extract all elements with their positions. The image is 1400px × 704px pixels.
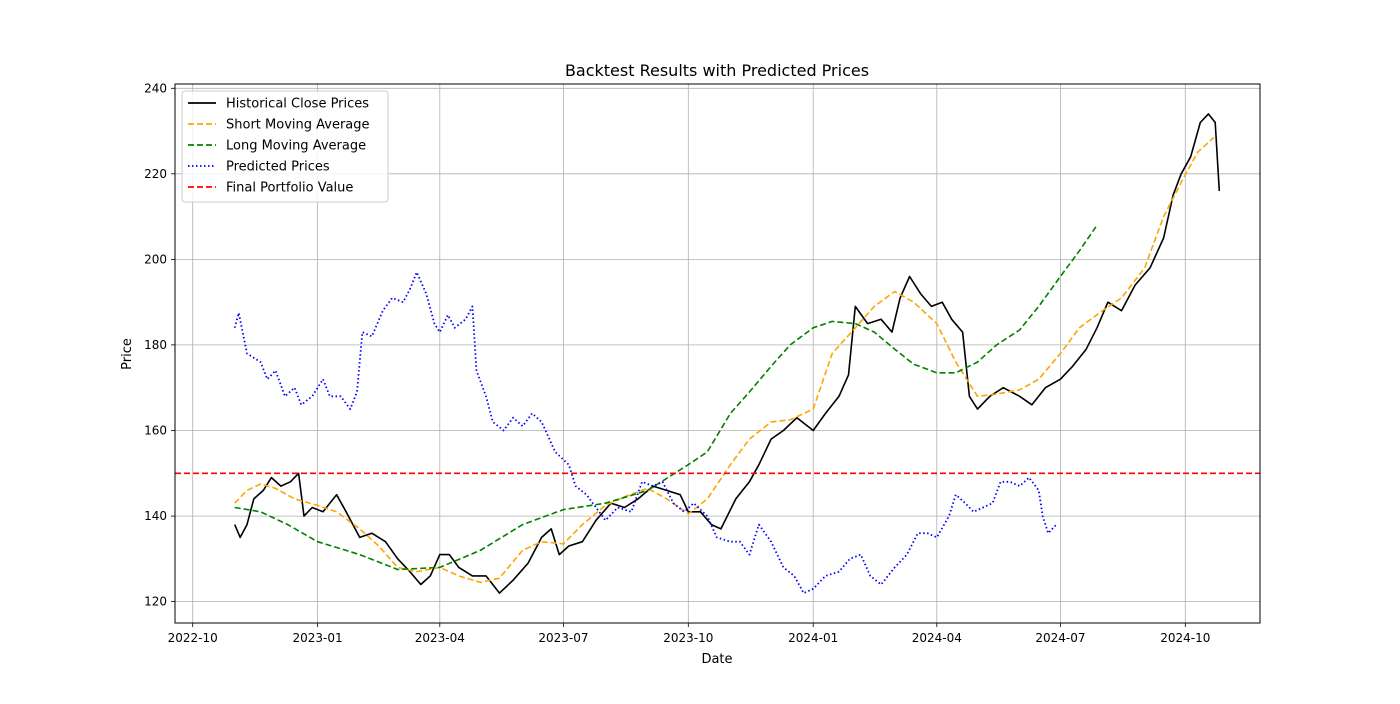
x-tick-label: 2023-01 (293, 631, 343, 645)
legend-label: Final Portfolio Value (226, 181, 353, 196)
y-tick-label: 220 (144, 167, 167, 181)
y-tick-label: 240 (144, 81, 167, 95)
plot-frame (174, 83, 1261, 624)
legend-label: Predicted Prices (226, 160, 330, 175)
legend-label: Long Moving Average (226, 139, 366, 154)
chart-title: Backtest Results with Predicted Prices (565, 61, 869, 80)
y-tick-label: 120 (144, 595, 167, 609)
y-tick-label: 140 (144, 509, 167, 523)
y-tick-label: 180 (144, 338, 167, 352)
y-axis-label: Price (120, 338, 135, 370)
y-tick-label: 160 (144, 424, 167, 438)
legend-label: Historical Close Prices (226, 97, 369, 112)
legend: Historical Close Prices Short Moving Aver… (181, 90, 389, 203)
legend-box (181, 90, 389, 203)
x-tick-label: 2023-07 (538, 631, 588, 645)
x-tick-label: 2024-10 (1160, 631, 1210, 645)
x-tick-label: 2023-04 (415, 631, 465, 645)
y-tick-label: 200 (144, 252, 167, 266)
x-tick-label: 2024-01 (788, 631, 838, 645)
x-tick-label: 2023-10 (663, 631, 713, 645)
x-tick-label: 2022-10 (168, 631, 218, 645)
legend-label: Short Moving Average (226, 118, 370, 133)
historical-close-prices-line (233, 113, 1221, 594)
x-tick-label: 2024-04 (912, 631, 962, 645)
short-moving-average-line (234, 136, 1215, 584)
x-axis-label: Date (701, 652, 732, 667)
x-tick-label: 2024-07 (1035, 631, 1085, 645)
long-moving-average-line (234, 224, 1098, 571)
